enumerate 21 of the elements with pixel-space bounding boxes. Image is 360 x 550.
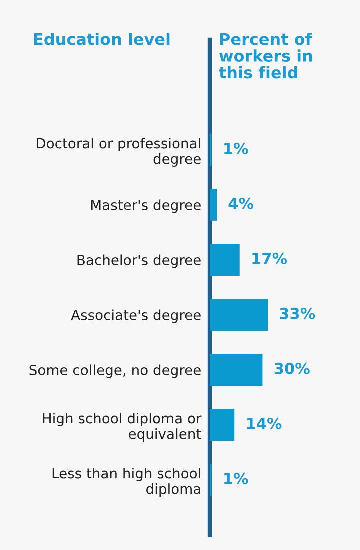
- bar: [210, 244, 240, 276]
- y-tick-label: High school diploma or equivalent: [43, 413, 202, 442]
- y-tick-label: Master's degree: [91, 200, 201, 214]
- data-label: 1%: [224, 142, 248, 154]
- y-tick-label: Some college, no degree: [30, 364, 201, 378]
- bar: [210, 299, 268, 331]
- bar: [210, 189, 218, 221]
- bar: [210, 409, 235, 441]
- data-label: 17%: [252, 252, 288, 264]
- data-label: 33%: [280, 308, 316, 320]
- data-label: 4%: [228, 198, 254, 210]
- y-tick-label: Less than high school diploma: [52, 468, 200, 497]
- data-label: 1%: [224, 472, 248, 484]
- y-axis-title: Education level: [34, 33, 170, 46]
- x-axis-title: Percent of workers in this field: [219, 33, 312, 79]
- data-label: 14%: [247, 418, 282, 430]
- y-tick-label: Doctoral or professional degree: [36, 138, 201, 167]
- y-tick-label: Bachelor's degree: [78, 254, 201, 268]
- y-tick-label: Associate's degree: [71, 310, 201, 324]
- bar: [210, 354, 263, 386]
- data-label: 30%: [274, 362, 310, 374]
